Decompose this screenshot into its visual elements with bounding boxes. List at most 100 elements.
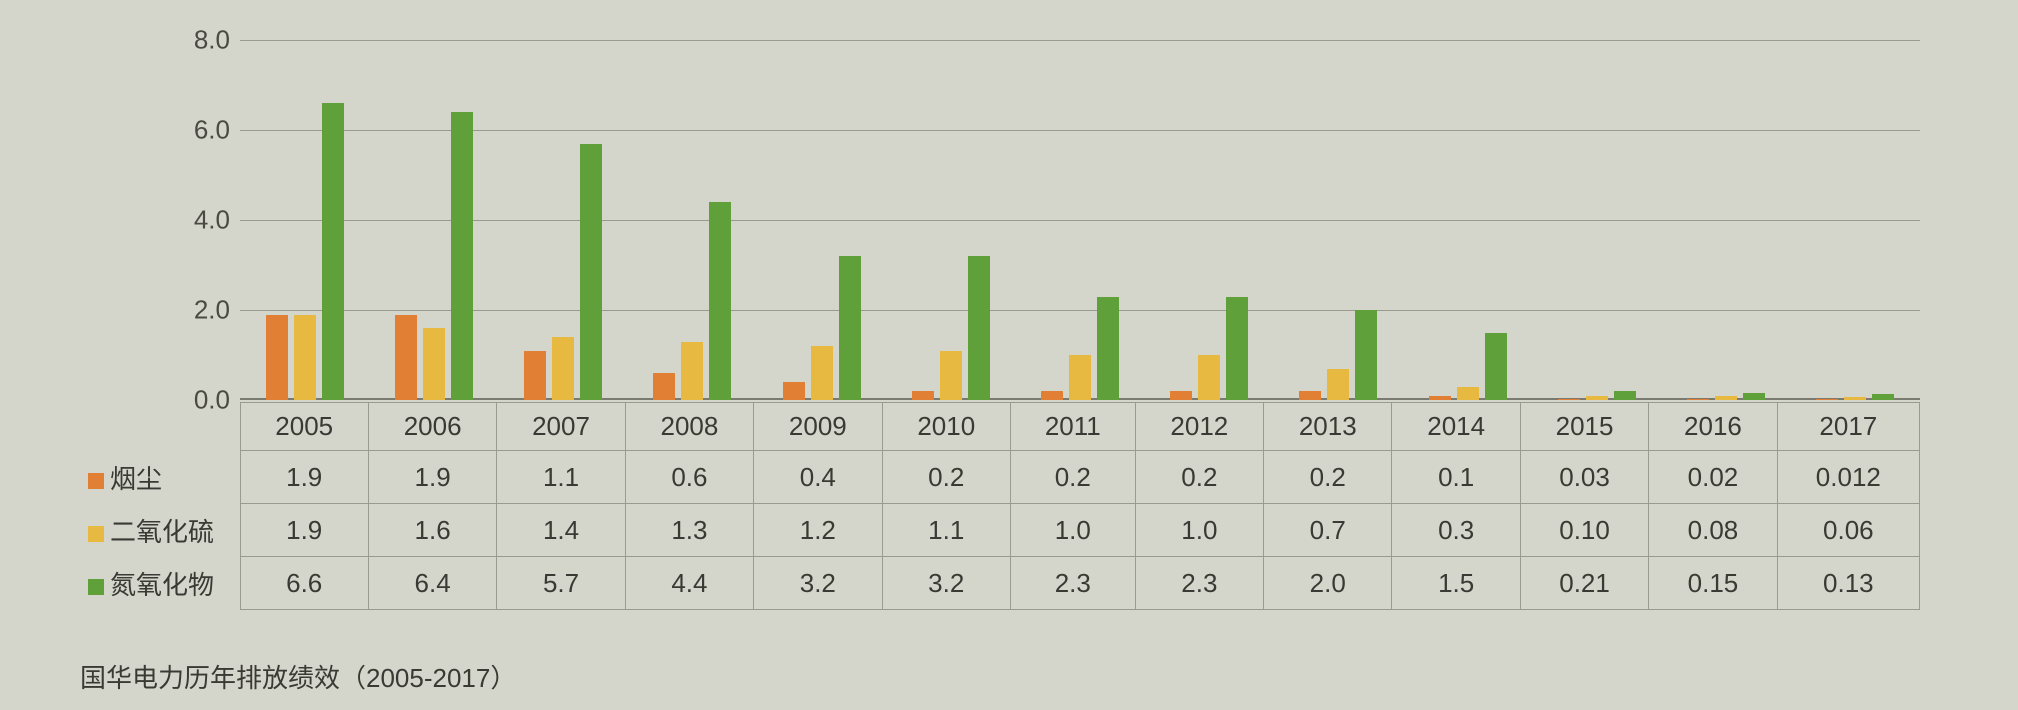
series-name: 二氧化硫 <box>110 517 214 547</box>
data-cell: 2.3 <box>1010 557 1135 610</box>
y-tick-label: 8.0 <box>160 25 230 56</box>
year-header: 2016 <box>1649 403 1777 451</box>
bar-group <box>498 144 627 401</box>
emissions-chart: 0.02.04.06.08.0 200520062007200820092010… <box>40 20 1940 640</box>
data-cell: 1.1 <box>882 504 1010 557</box>
data-cell: 1.9 <box>240 504 368 557</box>
data-cell: 1.3 <box>625 504 753 557</box>
data-cell: 0.012 <box>1777 451 1919 504</box>
data-table: 2005200620072008200920102011201220132014… <box>80 402 1920 610</box>
bar <box>1614 391 1636 400</box>
data-cell: 0.10 <box>1520 504 1648 557</box>
bar <box>839 256 861 400</box>
bar <box>552 337 574 400</box>
bar <box>968 256 990 400</box>
data-cell: 0.08 <box>1649 504 1777 557</box>
legend-swatch-icon <box>88 579 104 595</box>
series-legend-cell: 二氧化硫 <box>80 504 240 557</box>
data-cell: 4.4 <box>625 557 753 610</box>
bar <box>783 382 805 400</box>
y-tick-label: 2.0 <box>160 295 230 326</box>
bar <box>1844 397 1866 400</box>
legend-swatch-icon <box>88 473 104 489</box>
bar <box>681 342 703 401</box>
bar <box>1355 310 1377 400</box>
data-cell: 0.1 <box>1392 451 1520 504</box>
year-header: 2014 <box>1392 403 1520 451</box>
data-cell: 6.6 <box>240 557 368 610</box>
bar <box>1816 399 1838 400</box>
data-cell: 0.2 <box>1135 451 1263 504</box>
bar <box>1170 391 1192 400</box>
series-legend-cell: 氮氧化物 <box>80 557 240 610</box>
bar <box>1743 393 1765 400</box>
bar <box>1457 387 1479 401</box>
bar-group <box>628 202 757 400</box>
data-cell: 1.5 <box>1392 557 1520 610</box>
bar <box>294 315 316 401</box>
bar <box>1198 355 1220 400</box>
bar <box>580 144 602 401</box>
grid-line <box>240 40 1920 41</box>
y-tick-label: 6.0 <box>160 115 230 146</box>
data-cell: 0.2 <box>882 451 1010 504</box>
data-cell: 1.0 <box>1010 504 1135 557</box>
bar-group <box>1662 393 1791 400</box>
table-row: 烟尘1.91.91.10.60.40.20.20.20.20.10.030.02… <box>80 451 1920 504</box>
bar <box>1872 394 1894 400</box>
y-tick-label: 4.0 <box>160 205 230 236</box>
bar-group <box>1403 333 1532 401</box>
bar-group <box>1791 394 1920 400</box>
year-header: 2005 <box>240 403 368 451</box>
data-cell: 3.2 <box>882 557 1010 610</box>
data-cell: 0.3 <box>1392 504 1520 557</box>
data-cell: 0.06 <box>1777 504 1919 557</box>
data-cell: 1.0 <box>1135 504 1263 557</box>
table-body: 烟尘1.91.91.10.60.40.20.20.20.20.10.030.02… <box>80 451 1920 610</box>
data-cell: 0.4 <box>754 451 882 504</box>
year-header: 2010 <box>882 403 1010 451</box>
table-row: 二氧化硫1.91.61.41.31.21.11.01.00.70.30.100.… <box>80 504 1920 557</box>
y-axis: 0.02.04.06.08.0 <box>160 40 230 400</box>
table-row: 氮氧化物6.66.45.74.43.23.22.32.32.01.50.210.… <box>80 557 1920 610</box>
bar <box>1041 391 1063 400</box>
bar-group <box>369 112 498 400</box>
data-cell: 0.13 <box>1777 557 1919 610</box>
year-header: 2009 <box>754 403 882 451</box>
chart-caption: 国华电力历年排放绩效（2005-2017） <box>80 658 516 695</box>
bar <box>1715 396 1737 400</box>
year-header: 2006 <box>368 403 496 451</box>
data-cell: 0.15 <box>1649 557 1777 610</box>
year-header: 2012 <box>1135 403 1263 451</box>
data-cell: 3.2 <box>754 557 882 610</box>
bar-group <box>240 103 369 400</box>
bar <box>1226 297 1248 401</box>
bar <box>451 112 473 400</box>
data-cell: 1.4 <box>497 504 625 557</box>
bar-group <box>1015 297 1144 401</box>
data-cell: 1.6 <box>368 504 496 557</box>
year-header: 2017 <box>1777 403 1919 451</box>
data-cell: 5.7 <box>497 557 625 610</box>
data-cell: 0.21 <box>1520 557 1648 610</box>
bar <box>1485 333 1507 401</box>
data-cell: 0.03 <box>1520 451 1648 504</box>
bar <box>709 202 731 400</box>
data-cell: 2.3 <box>1135 557 1263 610</box>
plot-area <box>240 40 1920 400</box>
bar <box>524 351 546 401</box>
bar <box>940 351 962 401</box>
bar <box>1299 391 1321 400</box>
bar <box>653 373 675 400</box>
year-header: 2011 <box>1010 403 1135 451</box>
bar-group <box>1145 297 1274 401</box>
legend-header-blank <box>80 403 240 451</box>
year-header: 2013 <box>1264 403 1392 451</box>
bar <box>1097 297 1119 401</box>
series-name: 氮氧化物 <box>110 570 214 600</box>
bar <box>912 391 934 400</box>
data-cell: 0.02 <box>1649 451 1777 504</box>
bar-group <box>1532 391 1661 400</box>
bar <box>266 315 288 401</box>
data-cell: 2.0 <box>1264 557 1392 610</box>
